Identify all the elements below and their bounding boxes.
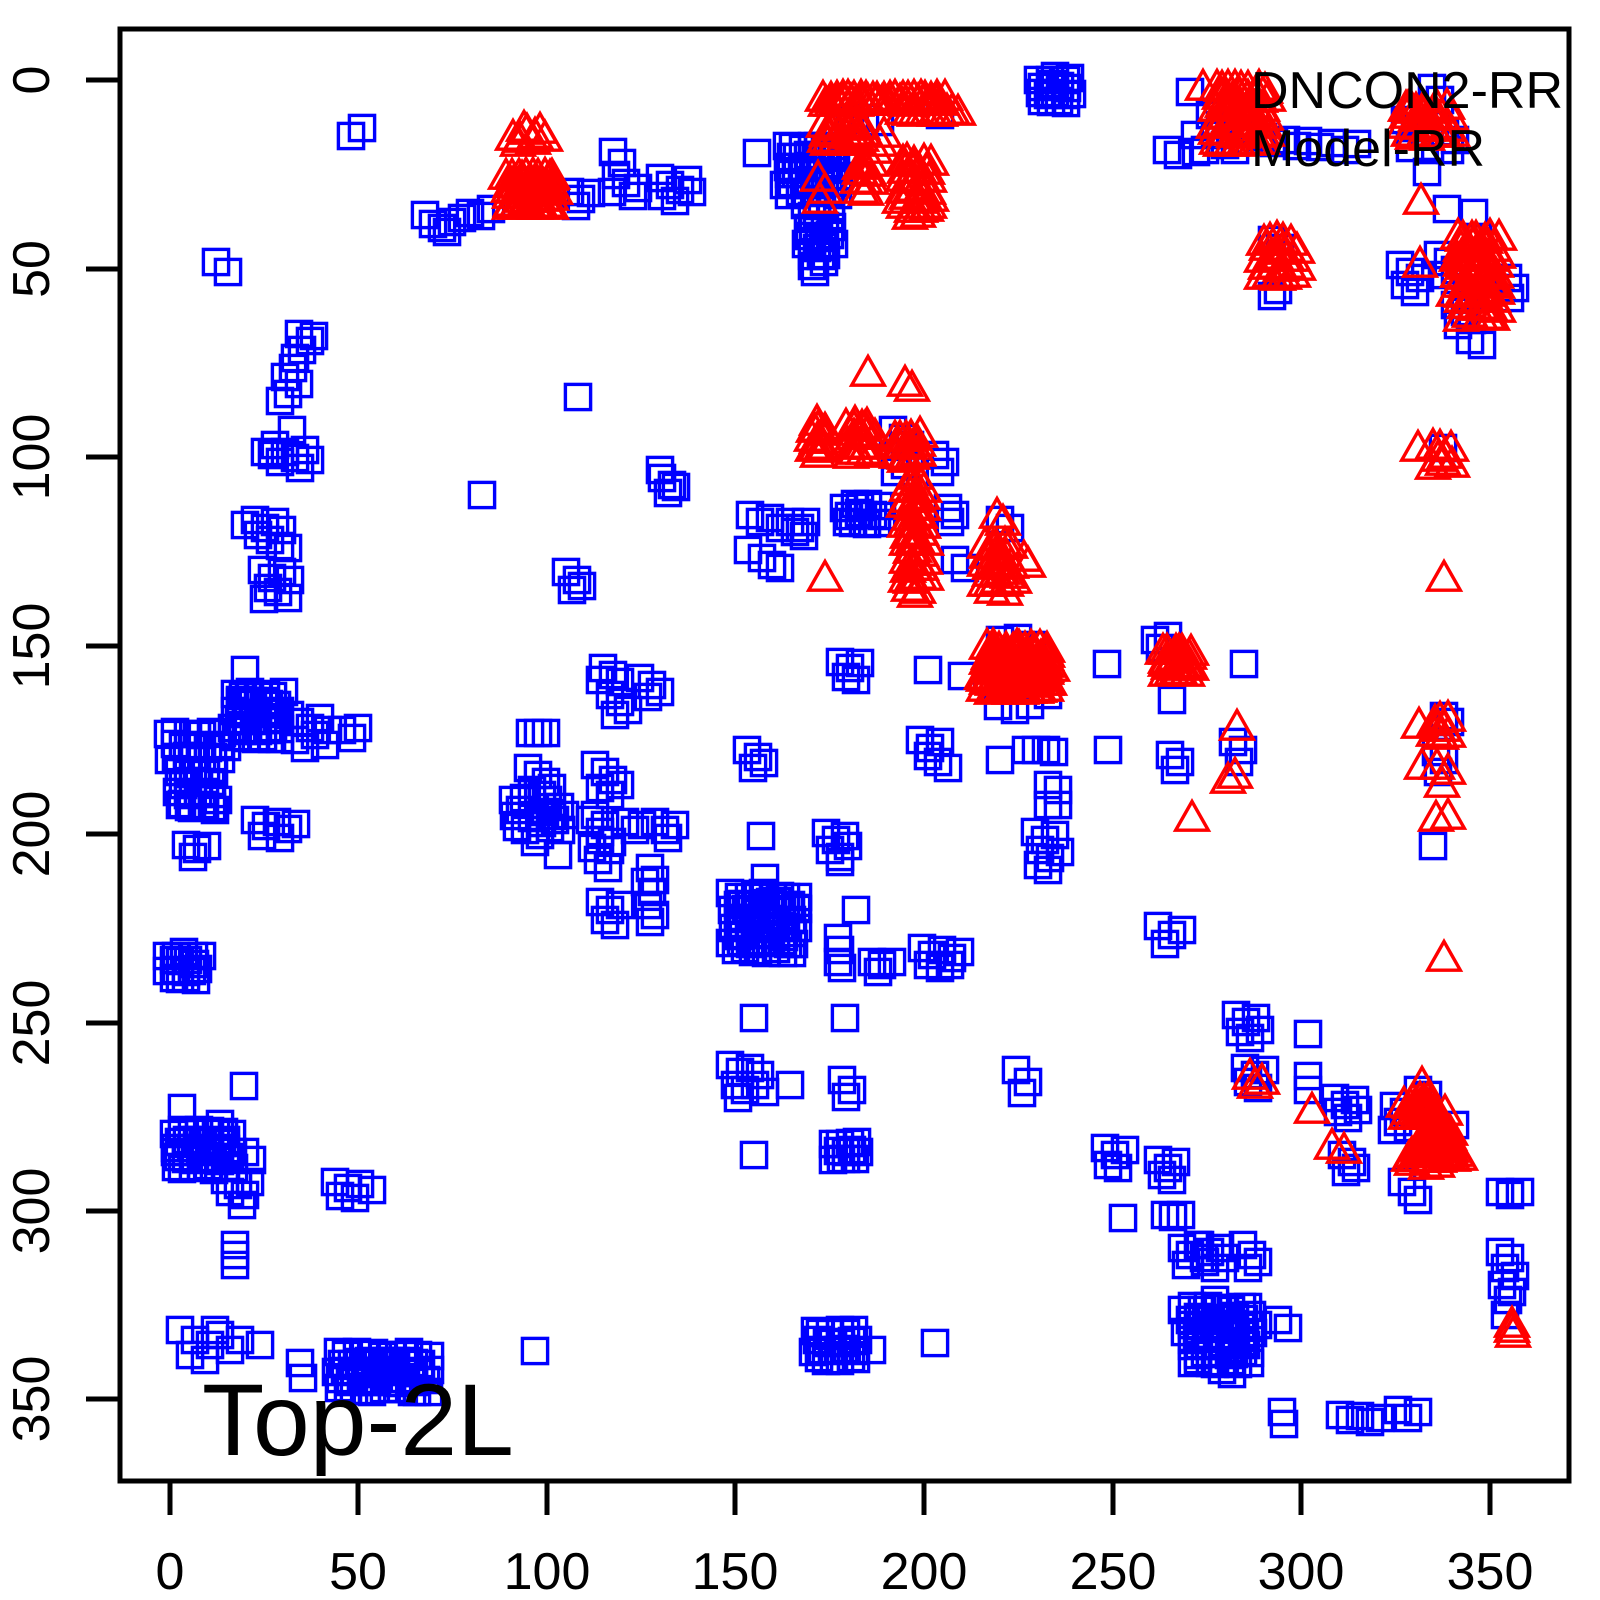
- svg-text:Top-2L: Top-2L: [202, 1363, 514, 1477]
- svg-text:0: 0: [3, 66, 61, 95]
- svg-text:200: 200: [881, 1543, 968, 1600]
- svg-text:150: 150: [3, 603, 61, 690]
- svg-text:300: 300: [3, 1168, 61, 1255]
- svg-text:350: 350: [3, 1356, 61, 1443]
- svg-text:100: 100: [3, 414, 61, 501]
- svg-text:50: 50: [3, 240, 61, 298]
- svg-text:350: 350: [1447, 1543, 1534, 1600]
- svg-text:DNCON2-RR: DNCON2-RR: [1251, 62, 1563, 120]
- svg-text:300: 300: [1258, 1543, 1345, 1600]
- svg-text:100: 100: [504, 1543, 591, 1600]
- svg-text:200: 200: [3, 791, 61, 878]
- svg-text:250: 250: [1070, 1543, 1157, 1600]
- svg-text:50: 50: [329, 1543, 387, 1600]
- svg-text:Model-RR: Model-RR: [1251, 120, 1485, 178]
- svg-text:0: 0: [156, 1543, 185, 1600]
- svg-text:250: 250: [3, 980, 61, 1067]
- svg-text:150: 150: [692, 1543, 779, 1600]
